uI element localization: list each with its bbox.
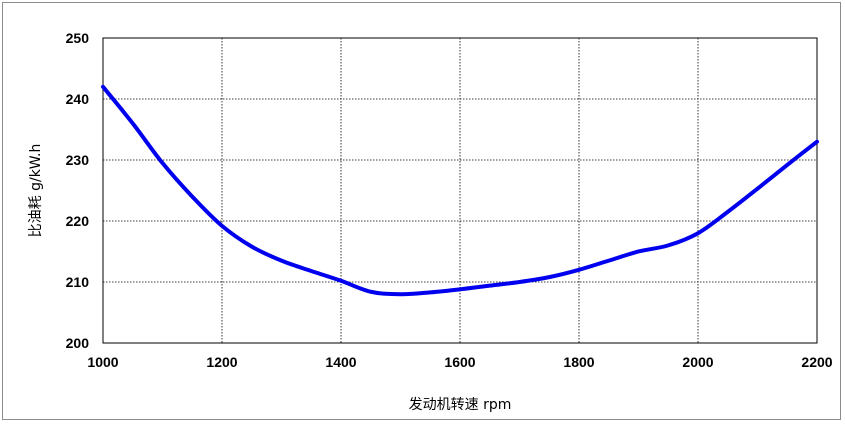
series-line	[101, 84, 819, 297]
x-tick-label: 1600	[444, 354, 475, 370]
x-tick-label: 1800	[563, 354, 594, 370]
y-tick-label: 250	[66, 30, 90, 46]
x-axis-title: 发动机转速 rpm	[409, 397, 512, 413]
y-axis-title: 比油耗 g/kW.h	[28, 144, 44, 238]
grid-layer	[103, 38, 817, 343]
y-tick-label: 220	[66, 213, 90, 229]
y-tick-label: 240	[66, 91, 90, 107]
x-tick-label: 2200	[801, 354, 832, 370]
x-tick-label: 1200	[206, 354, 237, 370]
tick-labels: 1000 1200 1400 1600 1800 2000 2200 200 210 220 230…	[66, 30, 833, 370]
x-tick-label: 1400	[325, 354, 356, 370]
plot-area-border	[102, 37, 818, 344]
y-tick-label: 230	[66, 152, 90, 168]
x-tick-label: 2000	[682, 354, 713, 370]
x-tick-label: 1000	[87, 354, 118, 370]
series-layer	[101, 84, 819, 297]
y-tick-label: 200	[66, 335, 90, 351]
chart-frame	[2, 2, 841, 420]
y-tick-label: 210	[66, 274, 90, 290]
